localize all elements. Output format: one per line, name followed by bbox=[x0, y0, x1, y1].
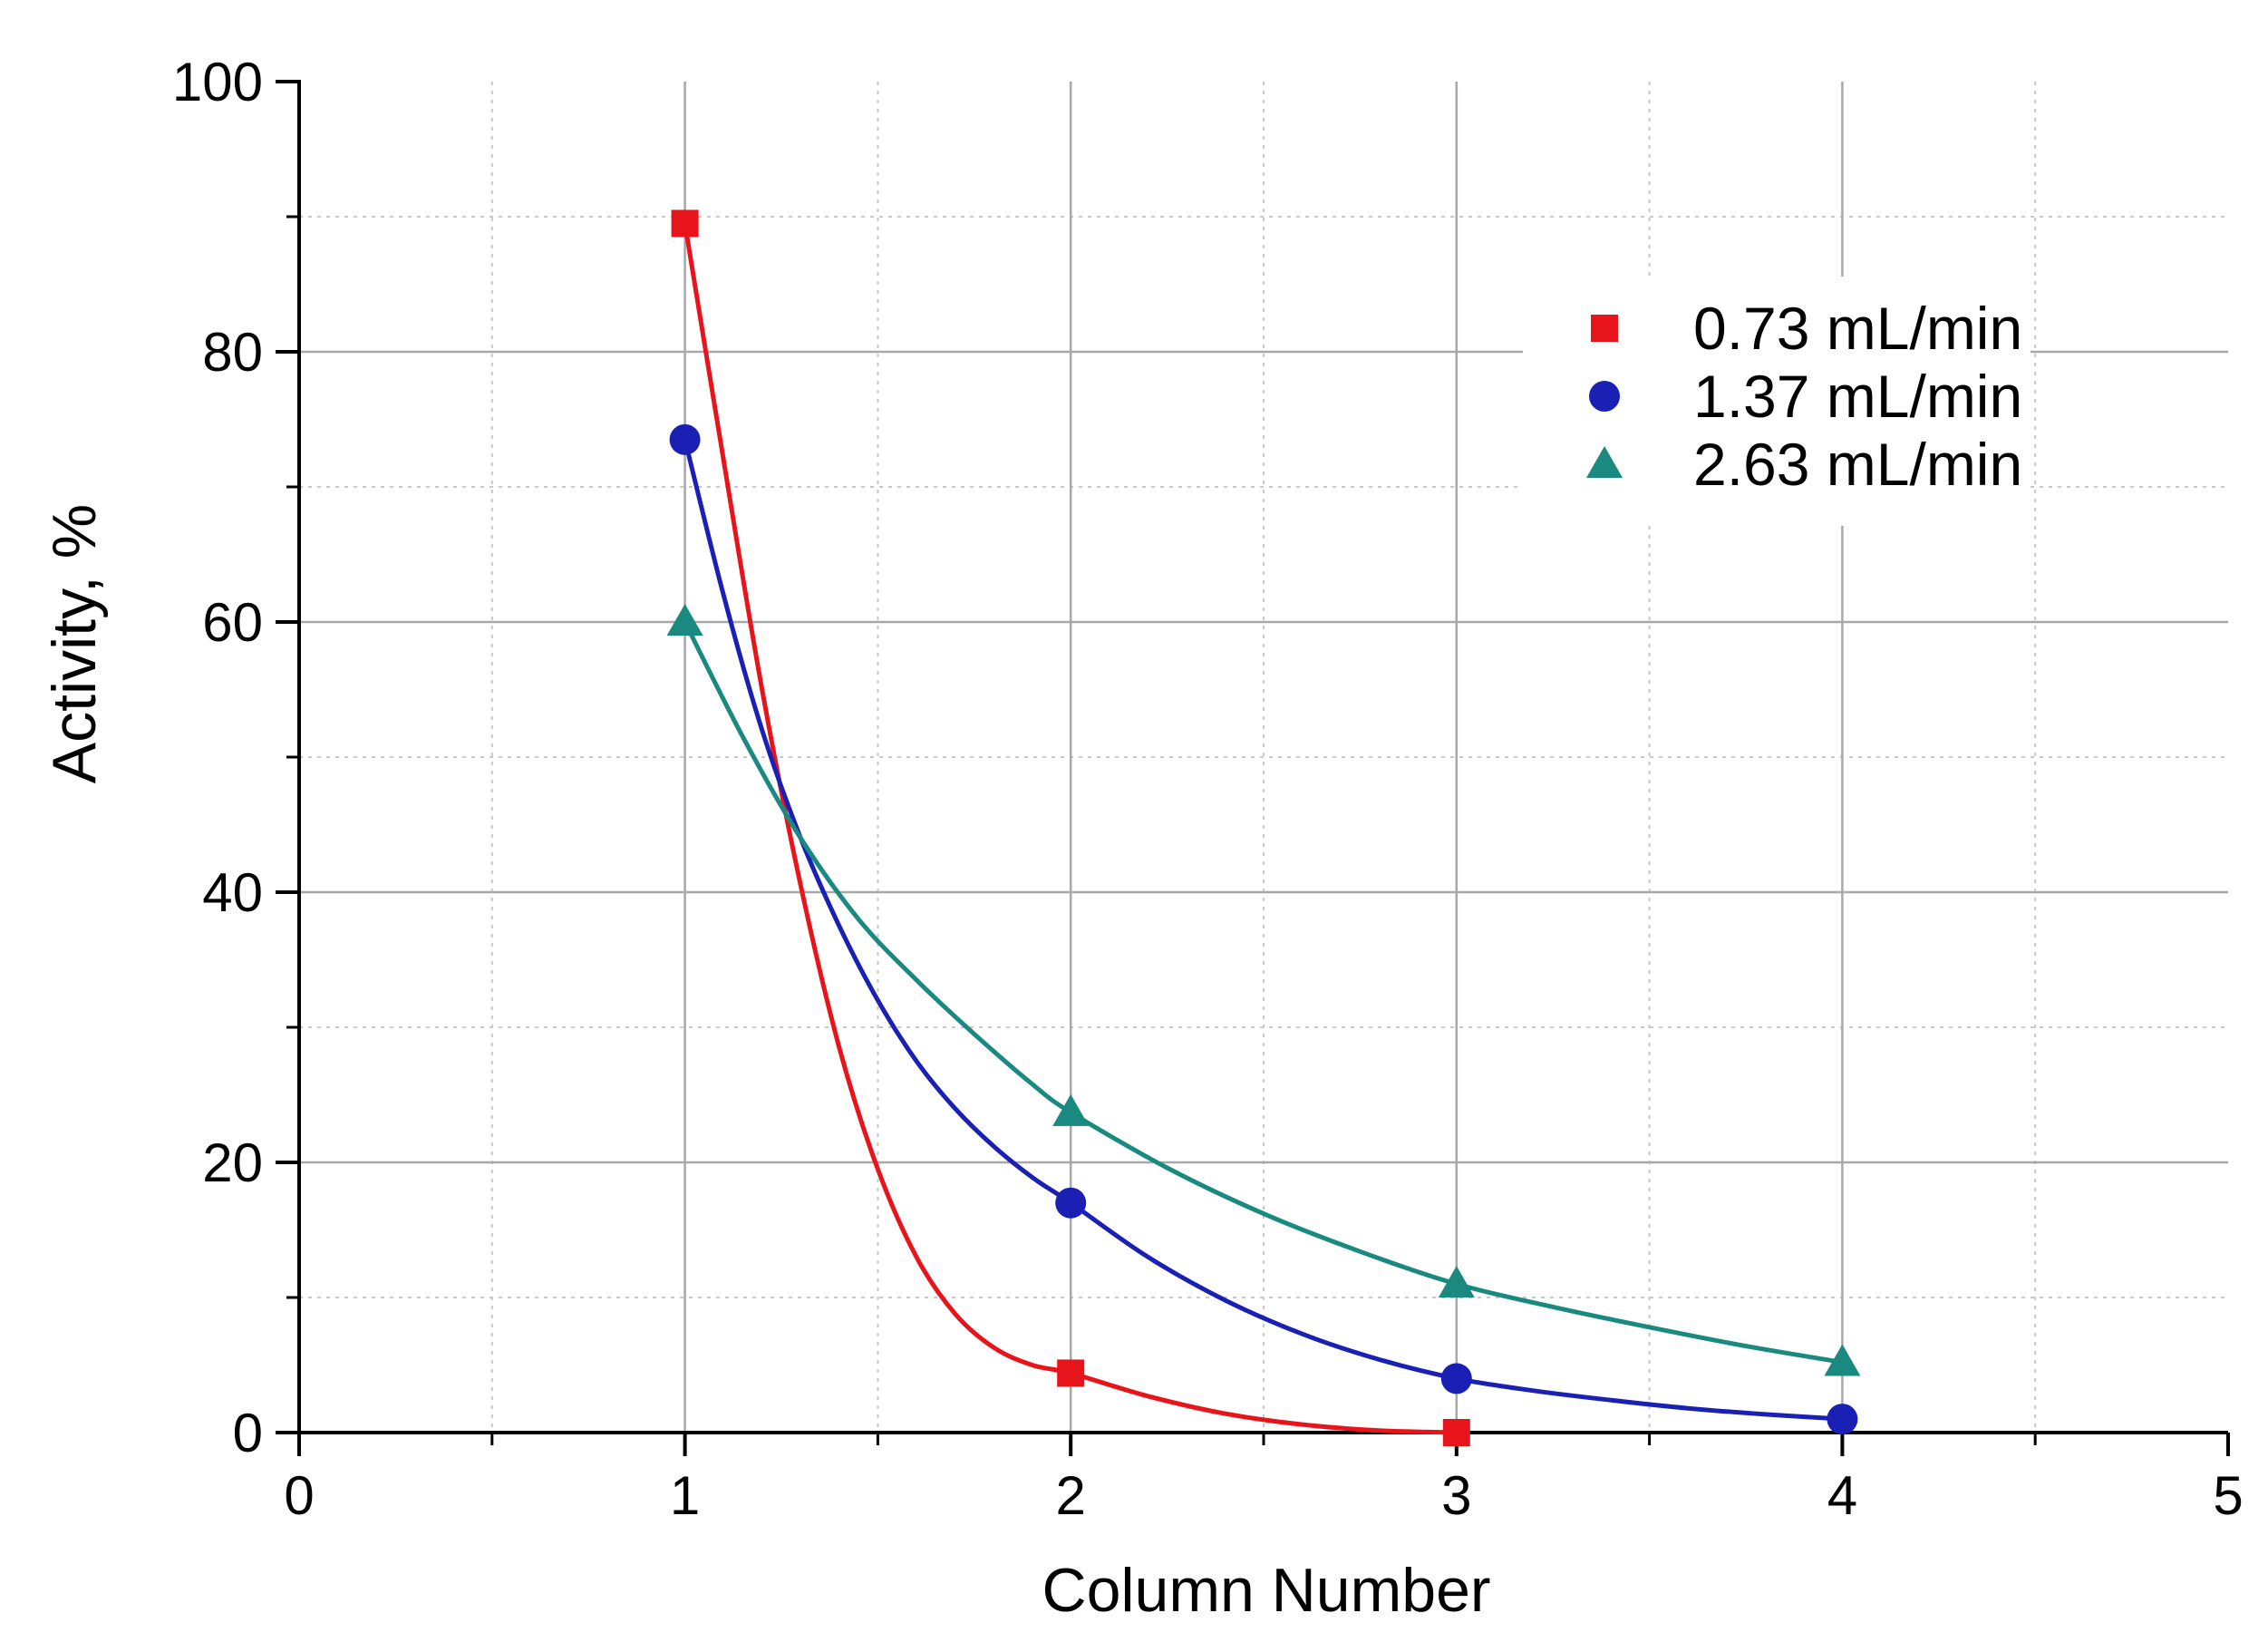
data-point-2-63-ml-min bbox=[666, 604, 703, 636]
data-point-2-63-ml-min bbox=[1824, 1344, 1861, 1376]
tick-labels: 0 1 2 3 4 5 0 20 40 60 80 100 bbox=[172, 52, 2244, 1526]
y-tick-label: 20 bbox=[202, 1132, 263, 1193]
series-line-0-73-ml-min bbox=[683, 221, 1459, 1435]
series-markers bbox=[666, 209, 1861, 1446]
data-point-1-37-ml-min bbox=[1055, 1187, 1087, 1219]
legend-marker-2-63-ml-min bbox=[1586, 446, 1623, 478]
x-tick-label: 3 bbox=[1441, 1465, 1471, 1526]
data-point-1-37-ml-min bbox=[1827, 1404, 1858, 1435]
series-line-2-63-ml-min bbox=[683, 619, 1845, 1365]
y-tick-label: 80 bbox=[202, 322, 263, 383]
y-tick-label: 40 bbox=[202, 862, 263, 923]
legend-marker-1-37-ml-min bbox=[1589, 381, 1620, 412]
data-point-0-73-ml-min bbox=[1057, 1359, 1085, 1387]
x-axis-title: Column Number bbox=[1042, 1556, 1490, 1625]
x-tick-label: 5 bbox=[2213, 1465, 2243, 1526]
x-tick-label: 4 bbox=[1827, 1465, 1857, 1526]
data-point-0-73-ml-min bbox=[1442, 1419, 1470, 1446]
data-point-0-73-ml-min bbox=[671, 209, 699, 238]
y-tick-label: 100 bbox=[172, 52, 263, 112]
data-point-2-63-ml-min bbox=[1052, 1093, 1090, 1126]
data-point-1-37-ml-min bbox=[669, 423, 701, 455]
legend-label: 0.73 mL/min bbox=[1693, 295, 2022, 362]
legend-label: 2.63 mL/min bbox=[1693, 431, 2022, 498]
y-axis-title: Activity, % bbox=[40, 504, 109, 784]
y-tick-label: 60 bbox=[202, 592, 263, 653]
legend-marker-0-73-ml-min bbox=[1591, 315, 1618, 342]
x-tick-label: 1 bbox=[670, 1465, 700, 1526]
y-tick-label: 0 bbox=[233, 1403, 263, 1463]
data-point-2-63-ml-min bbox=[1438, 1266, 1475, 1298]
x-tick-label: 2 bbox=[1056, 1465, 1086, 1526]
axis-ticks bbox=[276, 80, 2230, 1456]
data-point-1-37-ml-min bbox=[1440, 1363, 1472, 1394]
legend-label: 1.37 mL/min bbox=[1693, 363, 2022, 430]
x-tick-label: 0 bbox=[284, 1465, 314, 1526]
